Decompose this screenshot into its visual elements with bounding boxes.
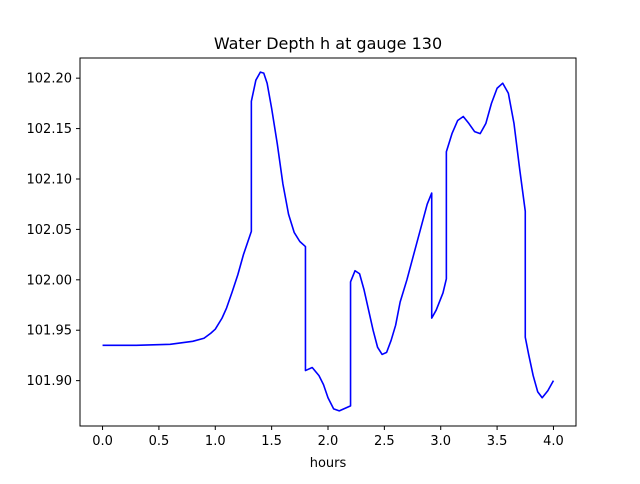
data-layer <box>102 71 555 412</box>
plot-area <box>80 58 576 426</box>
chart-title: Water Depth h at gauge 130 <box>214 34 442 53</box>
y-tick-label: 101.95 <box>27 324 73 339</box>
y-tick-label: 102.20 <box>27 72 73 87</box>
x-tick-label: 2.0 <box>318 434 339 449</box>
y-tick-label: 102.10 <box>27 172 73 187</box>
x-tick-label: 1.0 <box>205 434 226 449</box>
x-tick-label: 3.5 <box>487 434 508 449</box>
y-tick-label: 102.15 <box>27 122 73 137</box>
y-tick-label: 101.90 <box>27 374 73 389</box>
x-tick-label: 0.5 <box>149 434 170 449</box>
plot-frame <box>79 57 577 427</box>
x-tick-label: 1.5 <box>261 434 282 449</box>
y-tick-label: 102.00 <box>27 273 73 288</box>
x-tick-label: 0.0 <box>92 434 113 449</box>
series-line-0 <box>102 71 555 412</box>
x-axis-label: hours <box>310 456 347 471</box>
x-tick-label: 2.5 <box>374 434 395 449</box>
x-axis: 0.0 0.5 1.0 1.5 2.0 2.5 3.0 3.5 4.0 <box>92 426 564 449</box>
y-axis: 101.90 101.95 102.00 102.05 102.10 102.15 102.… <box>27 72 80 389</box>
y-tick-label: 102.05 <box>27 223 73 238</box>
x-tick-label: 4.0 <box>543 434 564 449</box>
x-tick-label: 3.0 <box>430 434 451 449</box>
